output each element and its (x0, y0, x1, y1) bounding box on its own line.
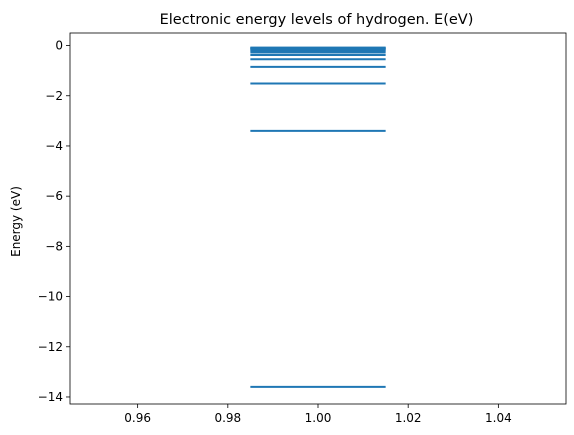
chart-title: Electronic energy levels of hydrogen. E(… (160, 12, 474, 28)
x-axis-ticks: 0.96 0.98 1.00 1.02 1.04 (124, 404, 512, 425)
x-tick-label: 1.00 (305, 411, 332, 425)
x-tick-label: 0.96 (124, 411, 151, 425)
y-axis-label: Energy (eV) (9, 186, 23, 257)
y-axis-ticks: 0 −2 −4 −6 −8 −10 −12 −14 (38, 39, 70, 404)
x-tick-label: 1.02 (395, 411, 422, 425)
energy-levels (250, 46, 386, 388)
x-tick-label: 0.98 (214, 411, 241, 425)
x-tick-label: 1.04 (485, 411, 512, 425)
y-tick-label: −6 (45, 189, 63, 203)
y-tick-label: −8 (45, 239, 63, 253)
plot-frame (69, 32, 567, 405)
y-tick-label: 0 (55, 39, 63, 53)
y-tick-label: −12 (38, 340, 63, 354)
y-tick-label: −4 (45, 139, 63, 153)
y-tick-label: −14 (38, 390, 63, 404)
y-tick-label: −2 (45, 89, 63, 103)
y-tick-label: −10 (38, 290, 63, 304)
